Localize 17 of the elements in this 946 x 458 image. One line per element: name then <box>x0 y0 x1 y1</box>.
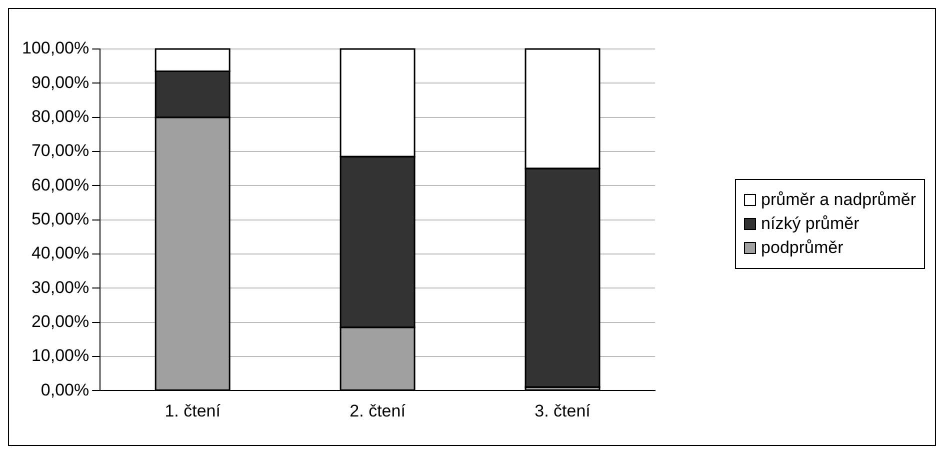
legend-label: nízký průměr <box>761 214 860 234</box>
y-tick-label: 50,00% <box>31 209 90 228</box>
x-tick-label: 1. čtení <box>164 401 221 420</box>
y-tick-label: 40,00% <box>31 244 90 263</box>
y-tick-label: 90,00% <box>31 72 90 92</box>
y-tick-label: 70,00% <box>31 141 90 160</box>
y-tick-label: 0,00% <box>40 380 90 400</box>
y-tick-label: 60,00% <box>31 175 90 194</box>
x-tick-label: 3. čtení <box>534 401 591 420</box>
y-tick-label: 80,00% <box>31 107 90 126</box>
legend-label: podprůměr <box>761 238 844 258</box>
y-tick-label: 30,00% <box>31 278 90 297</box>
x-tick-label: 2. čtení <box>350 401 406 420</box>
y-tick-label: 100,00% <box>22 38 90 58</box>
y-tick-label: 20,00% <box>31 312 90 331</box>
text: průměr a nadprůměr <box>761 190 916 210</box>
y-tick-label: 10,00% <box>31 346 90 366</box>
